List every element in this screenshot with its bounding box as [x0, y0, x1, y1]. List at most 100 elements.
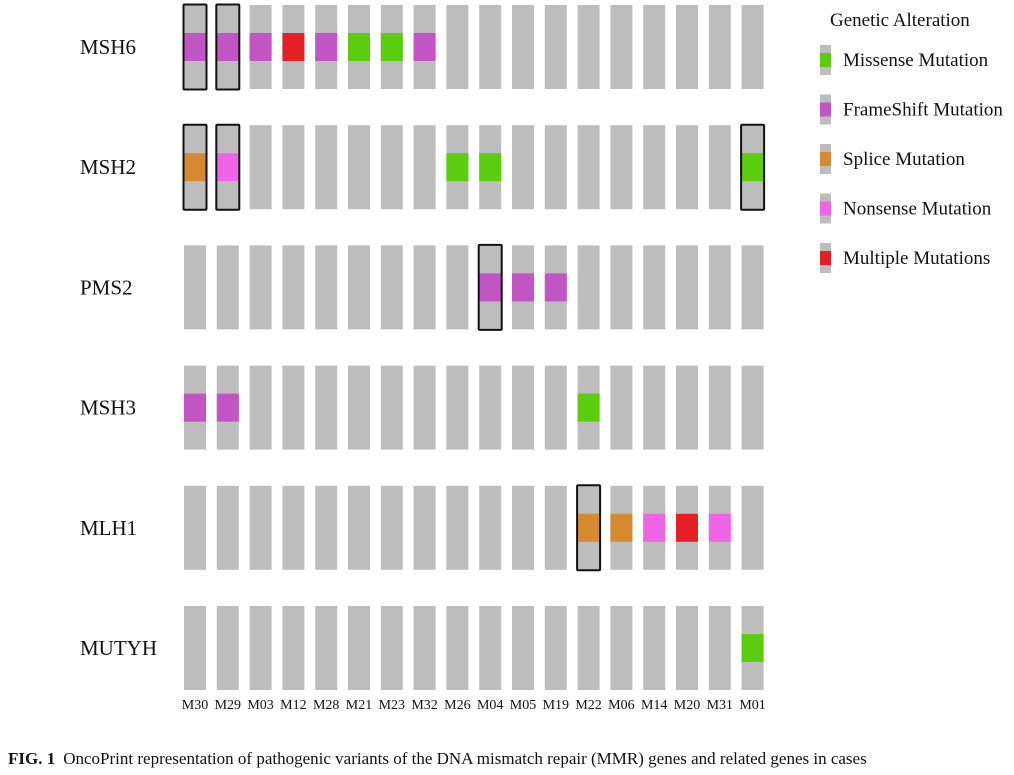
highlight-box-msh6-m29: [215, 3, 241, 91]
cell-mutyh-m26: [446, 606, 469, 690]
cell-mlh1-m21: [348, 485, 370, 570]
legend-label-splice: Splice Mutation: [843, 149, 965, 170]
alteration-frameshift-msh6-m03: [249, 33, 272, 61]
alteration-missense-msh2-m26: [446, 153, 469, 182]
cell-mutyh-m20: [676, 606, 698, 690]
cell-msh3-m32: [413, 365, 436, 450]
cell-mutyh-m22: [577, 606, 600, 690]
cell-msh2-m31: [708, 125, 731, 210]
gene-label-pms2: PMS2: [80, 275, 133, 299]
alteration-multiple-mlh1-m20: [676, 513, 698, 542]
cell-pms2-m32: [413, 245, 436, 330]
cell-mutyh-m28: [315, 606, 338, 690]
cell-msh3-m28: [315, 365, 338, 450]
cell-msh2-m21: [348, 125, 370, 210]
sample-label-m20: M20: [674, 698, 700, 713]
cell-msh2-m06: [610, 125, 633, 210]
alteration-nonsense-msh2-m29: [216, 153, 239, 182]
cell-pms2-m22: [577, 245, 600, 330]
legend-title: Genetic Alteration: [830, 10, 970, 31]
legend-swatch-splice: [820, 152, 831, 166]
alteration-frameshift-msh6-m29: [216, 33, 239, 61]
cell-pms2-m12: [282, 245, 305, 330]
sample-label-m21: M21: [346, 698, 372, 713]
cell-msh6-m20: [676, 5, 698, 89]
cell-mlh1-m23: [380, 485, 403, 570]
alteration-frameshift-msh6-m32: [413, 33, 436, 61]
legend-swatch-missense: [820, 53, 831, 67]
sample-label-m05: M05: [510, 698, 536, 713]
cell-mlh1-m26: [446, 485, 469, 570]
cell-msh2-m05: [512, 125, 534, 210]
highlight-box-msh2-m01: [740, 123, 766, 211]
cell-msh2-m28: [315, 125, 338, 210]
cell-msh3-m14: [643, 365, 666, 450]
cell-msh6-m14: [643, 5, 666, 89]
cell-mlh1-m32: [413, 485, 436, 570]
cell-msh2-m22: [577, 125, 600, 210]
alteration-missense-msh6-m21: [348, 33, 370, 61]
cell-pms2-m26: [446, 245, 469, 330]
alteration-frameshift-msh3-m30: [184, 393, 206, 422]
cell-msh3-m06: [610, 365, 633, 450]
sample-label-m06: M06: [608, 698, 634, 713]
cell-mlh1-m30: [184, 485, 206, 570]
sample-label-m23: M23: [379, 698, 405, 713]
cell-mutyh-m31: [708, 606, 731, 690]
highlight-box-mlh1-m22: [576, 484, 602, 572]
alteration-splice-msh2-m30: [184, 153, 206, 182]
sample-label-m03: M03: [247, 698, 273, 713]
alteration-missense-msh6-m23: [380, 33, 403, 61]
cell-mlh1-m29: [216, 485, 239, 570]
cell-msh2-m23: [380, 125, 403, 210]
legend-swatch-frameshift: [820, 102, 831, 117]
cell-mutyh-m05: [512, 606, 534, 690]
alteration-missense-msh3-m22: [577, 393, 600, 422]
gene-label-mlh1: MLH1: [80, 516, 137, 540]
legend-label-frameshift: FrameShift Mutation: [843, 100, 1003, 121]
cell-pms2-m20: [676, 245, 698, 330]
cell-mutyh-m06: [610, 606, 633, 690]
alteration-splice-mlh1-m22: [577, 513, 600, 542]
alteration-frameshift-pms2-m05: [512, 273, 534, 302]
highlight-box-msh6-m30: [182, 3, 208, 91]
alteration-frameshift-pms2-m19: [544, 273, 567, 302]
alteration-missense-msh2-m04: [479, 153, 502, 182]
cell-pms2-m29: [216, 245, 239, 330]
cell-msh6-m26: [446, 5, 469, 89]
cell-msh3-m31: [708, 365, 731, 450]
cell-msh3-m23: [380, 365, 403, 450]
cell-mutyh-m30: [184, 606, 206, 690]
cell-msh2-m03: [249, 125, 272, 210]
cell-msh2-m32: [413, 125, 436, 210]
alteration-splice-mlh1-m06: [610, 513, 633, 542]
cell-msh6-m06: [610, 5, 633, 89]
cell-pms2-m06: [610, 245, 633, 330]
cell-msh6-m19: [544, 5, 567, 89]
legend-label-missense: Missense Mutation: [843, 50, 989, 71]
cell-msh2-m20: [676, 125, 698, 210]
alteration-nonsense-mlh1-m31: [708, 513, 731, 542]
cell-pms2-m30: [184, 245, 206, 330]
cell-pms2-m31: [708, 245, 731, 330]
sample-label-m01: M01: [739, 698, 765, 713]
sample-label-m32: M32: [411, 698, 437, 713]
alteration-nonsense-mlh1-m14: [643, 513, 666, 542]
cell-mlh1-m01: [741, 485, 764, 570]
highlight-box-pms2-m04: [477, 243, 503, 331]
cell-mutyh-m03: [249, 606, 272, 690]
highlight-box-msh2-m29: [215, 123, 241, 211]
oncoprint-svg: MSH6 MSH2 PMS2 MSH3 MLH1 MUTYH M30 M29 M03 M12 M28…: [80, 3, 1003, 713]
cell-msh2-m12: [282, 125, 305, 210]
alteration-missense-mutyh-m01: [741, 634, 764, 662]
legend-swatch-nonsense: [820, 201, 831, 216]
cell-mlh1-m03: [249, 485, 272, 570]
cell-msh3-m21: [348, 365, 370, 450]
cell-mutyh-m29: [216, 606, 239, 690]
caption-label: FIG. 1: [8, 749, 56, 768]
gene-label-msh3: MSH3: [80, 396, 136, 420]
sample-label-m14: M14: [641, 698, 667, 713]
cell-msh6-m22: [577, 5, 600, 89]
cell-mutyh-m23: [380, 606, 403, 690]
cell-mutyh-m21: [348, 606, 370, 690]
